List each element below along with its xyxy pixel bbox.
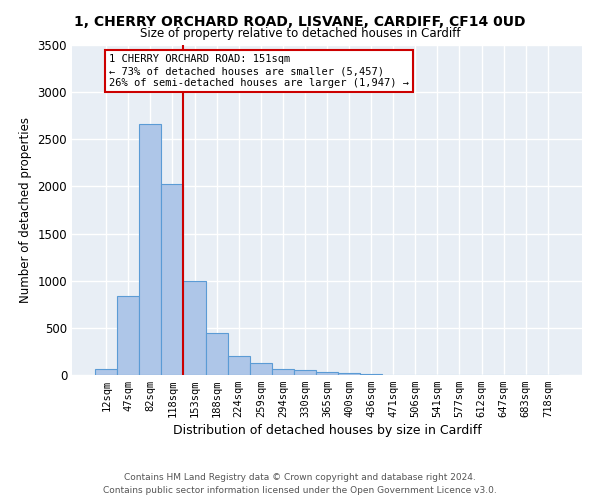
Bar: [139, 124, 161, 375]
Bar: [360, 374, 382, 375]
Bar: [227, 356, 250, 375]
Bar: [206, 332, 227, 375]
Bar: [117, 296, 139, 375]
Text: Contains HM Land Registry data © Crown copyright and database right 2024.
Contai: Contains HM Land Registry data © Crown c…: [103, 474, 497, 495]
Text: 1 CHERRY ORCHARD ROAD: 151sqm
← 73% of detached houses are smaller (5,457)
26% o: 1 CHERRY ORCHARD ROAD: 151sqm ← 73% of d…: [109, 54, 409, 88]
Text: Size of property relative to detached houses in Cardiff: Size of property relative to detached ho…: [140, 28, 460, 40]
Bar: [95, 370, 117, 375]
Bar: [316, 372, 338, 375]
Text: 1, CHERRY ORCHARD ROAD, LISVANE, CARDIFF, CF14 0UD: 1, CHERRY ORCHARD ROAD, LISVANE, CARDIFF…: [74, 15, 526, 29]
Bar: [161, 184, 184, 375]
Bar: [272, 369, 294, 375]
Bar: [294, 370, 316, 375]
Y-axis label: Number of detached properties: Number of detached properties: [19, 117, 32, 303]
X-axis label: Distribution of detached houses by size in Cardiff: Distribution of detached houses by size …: [173, 424, 481, 438]
Bar: [184, 280, 206, 375]
Bar: [338, 373, 360, 375]
Bar: [250, 362, 272, 375]
